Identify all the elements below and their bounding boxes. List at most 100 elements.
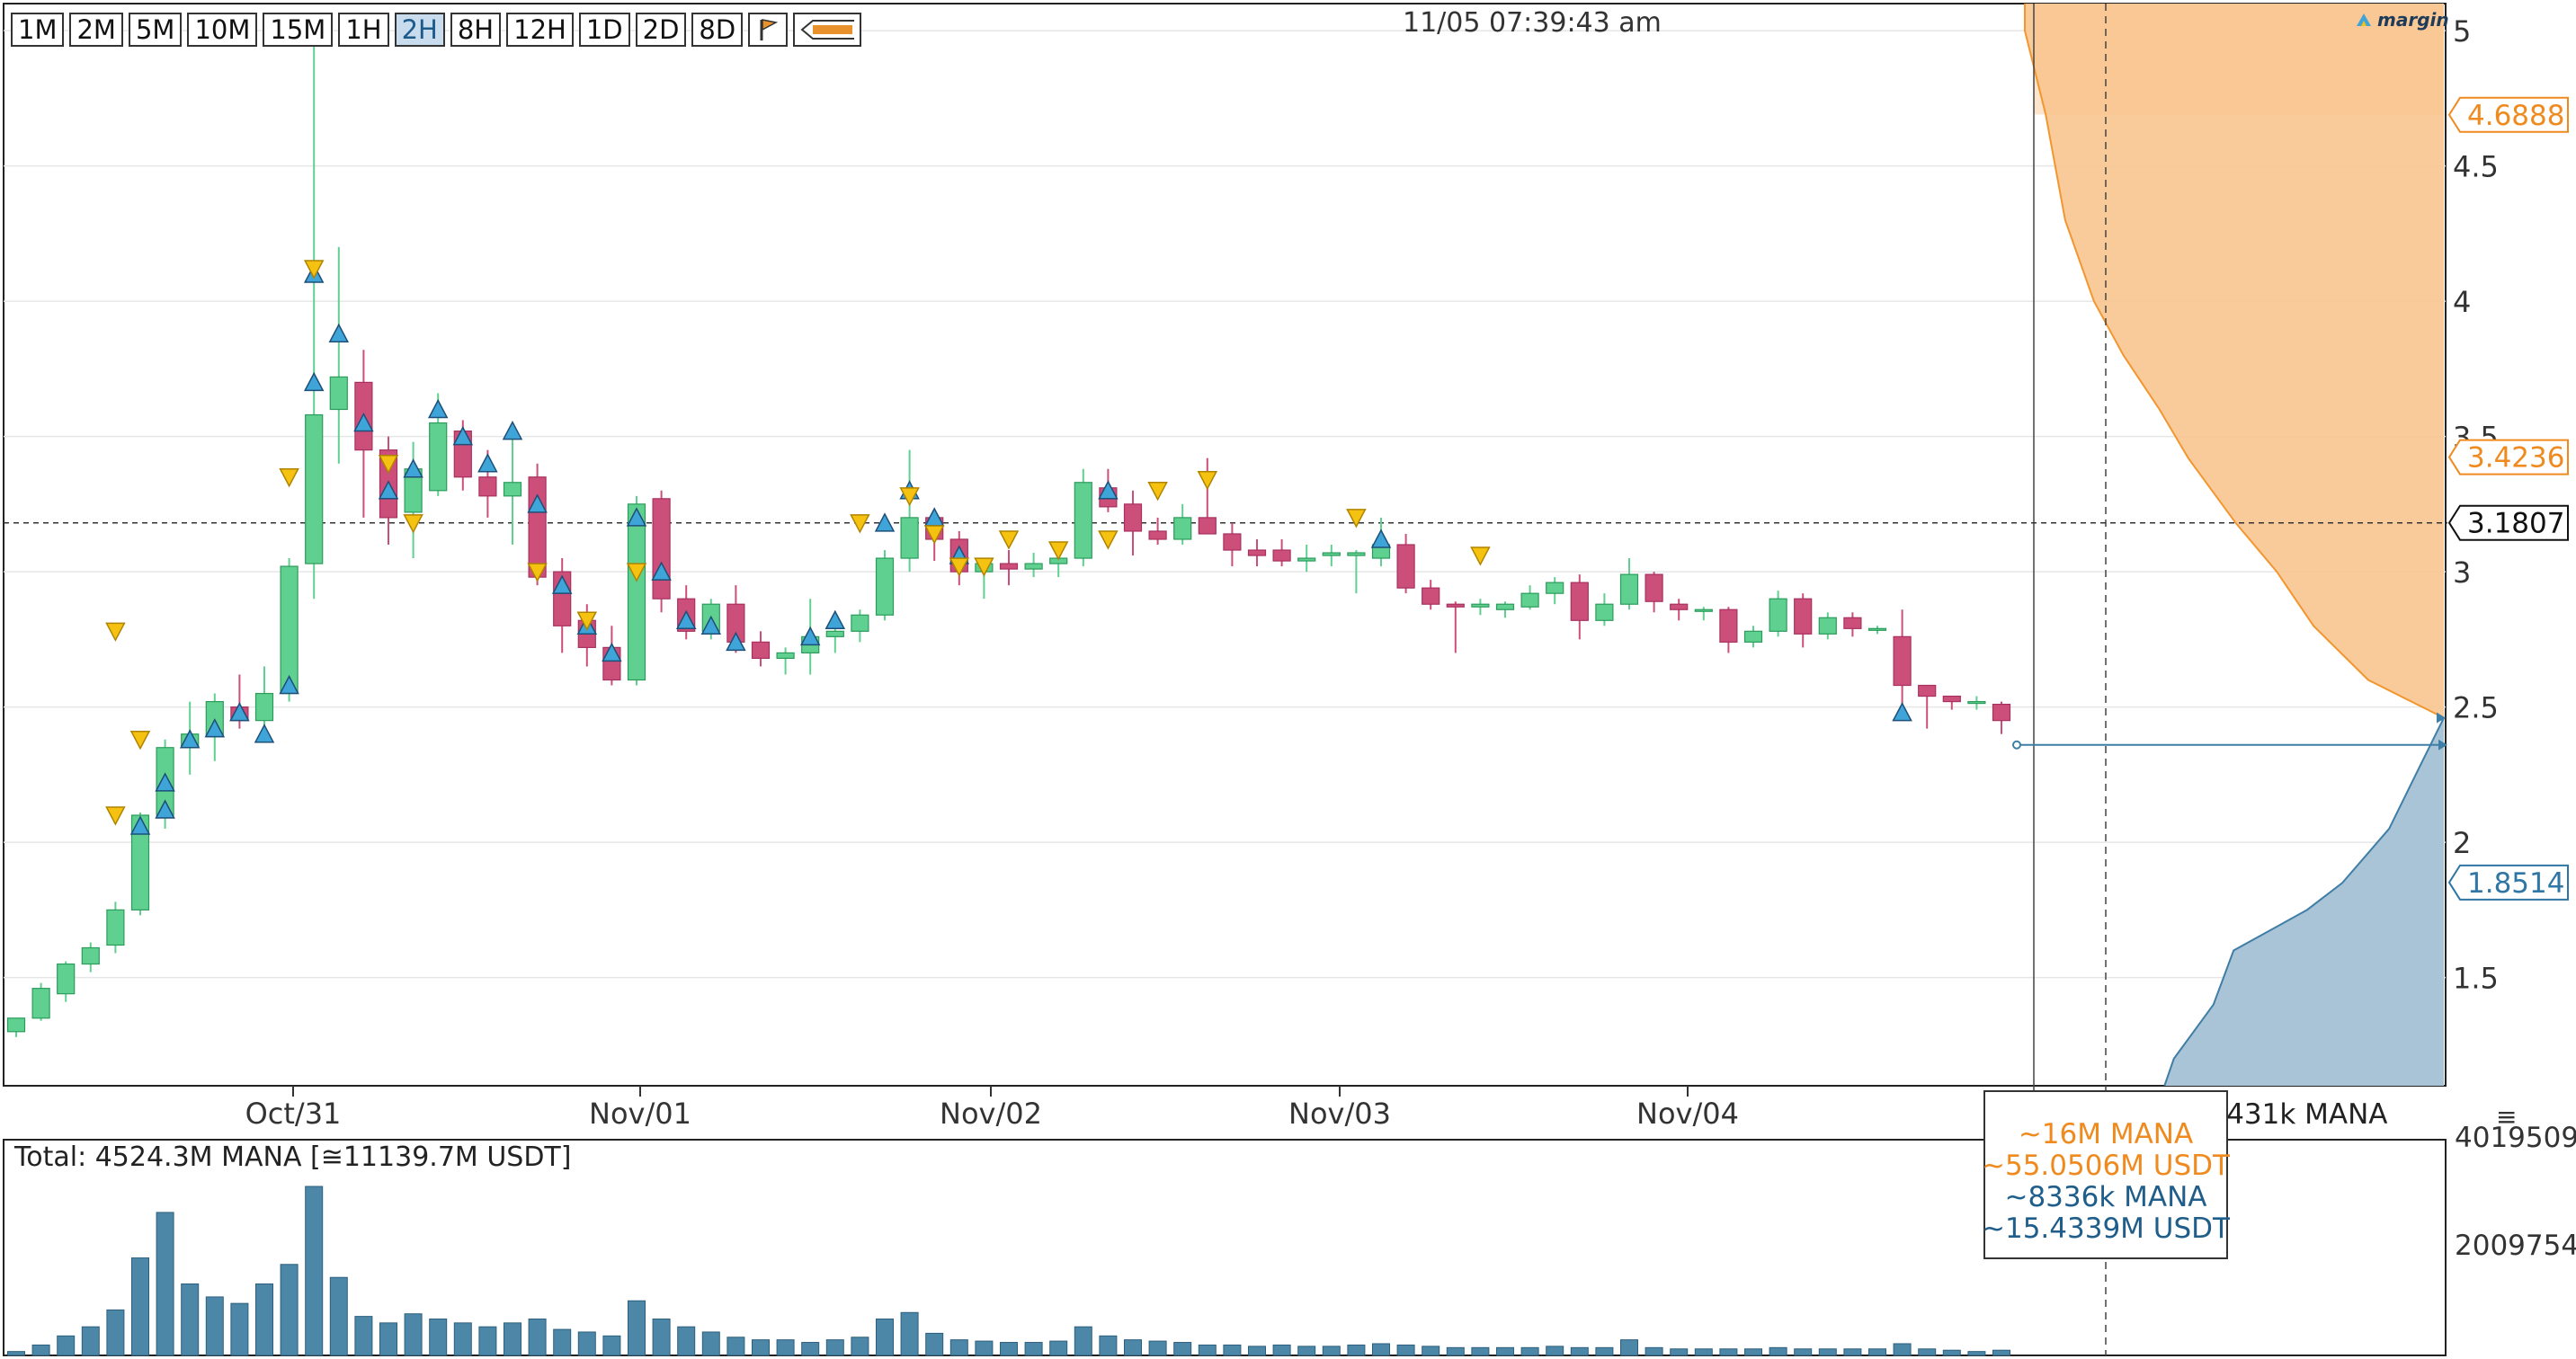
candle-body <box>776 652 795 660</box>
bid-price-badge: 1.8514 <box>2467 867 2564 900</box>
volume-bar <box>1893 1343 1912 1356</box>
candle-body <box>1694 608 1713 612</box>
volume-bar <box>1670 1348 1689 1356</box>
volume-bar <box>876 1319 894 1356</box>
volume-bar <box>553 1328 572 1356</box>
timeframe-1d-button[interactable]: 1D <box>578 13 630 47</box>
volume-bar <box>949 1339 968 1356</box>
candle-body <box>1074 482 1092 559</box>
volume-bar <box>1942 1349 1961 1356</box>
volume-bar <box>106 1309 125 1356</box>
volume-bar <box>851 1337 869 1356</box>
flag-icon[interactable] <box>748 13 789 47</box>
candle-body <box>1148 530 1167 540</box>
ask-price-badge-mid: 3.4236 <box>2467 442 2564 475</box>
volume-bar <box>1694 1348 1713 1356</box>
candle-body <box>1198 517 1217 535</box>
buy-marker <box>303 371 325 392</box>
bid-depth-line <box>2163 717 2445 1087</box>
buy-marker <box>527 493 548 513</box>
candle-body <box>1867 627 1887 631</box>
buy-marker <box>254 724 275 743</box>
timeframe-1h-button[interactable]: 1H <box>338 13 389 47</box>
volume-bar <box>1520 1346 1539 1356</box>
timeframe-10m-button[interactable]: 10M <box>187 13 258 47</box>
x-tick-label: Nov/03 <box>1288 1097 1391 1131</box>
timeframe-2h-button[interactable]: 2H <box>394 13 445 47</box>
buy-marker <box>874 512 896 532</box>
candle-body <box>751 641 771 660</box>
timeframe-12h-button[interactable]: 12H <box>506 13 574 47</box>
timeframe-2m-button[interactable]: 2M <box>69 13 123 47</box>
sell-marker <box>1047 541 1069 561</box>
volume-bar <box>1396 1344 1415 1356</box>
candle-body <box>1893 635 1912 687</box>
buy-marker <box>155 772 175 792</box>
timeframe-15m-button[interactable]: 15M <box>263 13 334 47</box>
crosshair-price-badge: 3.1807 <box>2467 508 2564 540</box>
timeframe-2d-button[interactable]: 2D <box>635 13 687 47</box>
volume-bar <box>900 1311 919 1356</box>
y-tick-label: 4.5 <box>2453 150 2499 184</box>
depth-tooltip-line: ~55.0506M USDT <box>1982 1150 2231 1182</box>
candle-body <box>1645 573 1663 602</box>
volume-bar <box>1719 1348 1738 1356</box>
candle-body <box>1992 703 2011 722</box>
depth-tooltip-box <box>1983 1090 2228 1259</box>
volume-bar <box>1000 1342 1018 1356</box>
volume-bar <box>181 1283 200 1356</box>
candle-body <box>1743 630 1763 643</box>
sell-marker <box>279 468 299 488</box>
volume-bar <box>1173 1342 1192 1356</box>
candle-body <box>6 1017 26 1033</box>
buy-marker <box>1098 480 1119 500</box>
ask-price-badge-high: 4.6888 <box>2467 100 2564 132</box>
timeframe-8d-button[interactable]: 8D <box>691 13 744 47</box>
candle-body <box>851 614 869 632</box>
buy-marker <box>155 799 175 819</box>
buy-marker <box>179 729 201 749</box>
candle-body <box>1595 603 1614 621</box>
candle-body <box>429 422 448 492</box>
volume-bar <box>701 1331 720 1356</box>
volume-bar <box>31 1344 50 1356</box>
timeframe-8h-button[interactable]: 8H <box>450 13 502 47</box>
ruler-icon[interactable] <box>793 13 862 47</box>
volume-tick-label: 4019509 <box>2455 1122 2576 1154</box>
candle-body <box>254 692 274 722</box>
sell-marker <box>129 730 151 751</box>
volume-bar <box>7 1351 25 1356</box>
candle-body <box>1247 549 1267 556</box>
sell-marker <box>105 806 126 826</box>
candle-body <box>1396 544 1415 589</box>
volume-bar <box>1595 1346 1614 1356</box>
sell-marker <box>303 260 325 280</box>
volume-bar <box>1918 1348 1937 1356</box>
candle-body <box>280 565 299 695</box>
sell-marker <box>974 557 994 577</box>
crosshair-timestamp: 11/05 07:39:43 am <box>1403 7 1662 39</box>
volume-scale-menu-icon[interactable]: ≡ <box>2496 1102 2518 1132</box>
buy-marker <box>129 815 151 835</box>
timeframe-5m-button[interactable]: 5M <box>128 13 183 47</box>
buy-marker <box>502 420 523 440</box>
volume-bar <box>1223 1344 1242 1356</box>
margin-logo-icon <box>2357 13 2371 26</box>
candle-body <box>627 503 646 681</box>
candle-body <box>999 563 1019 570</box>
volume-bar <box>1620 1339 1638 1356</box>
sell-marker <box>527 563 548 582</box>
candle-body <box>57 963 76 995</box>
candle-body <box>1123 503 1143 532</box>
volume-bar <box>1297 1346 1316 1356</box>
candle-body <box>1223 533 1242 551</box>
buy-marker <box>799 626 821 646</box>
sell-marker <box>378 454 399 475</box>
buy-marker <box>700 615 722 635</box>
timeframe-1m-button[interactable]: 1M <box>11 13 65 47</box>
sell-marker <box>576 611 598 631</box>
volume-bar <box>1124 1339 1142 1356</box>
volume-bar <box>925 1332 944 1356</box>
